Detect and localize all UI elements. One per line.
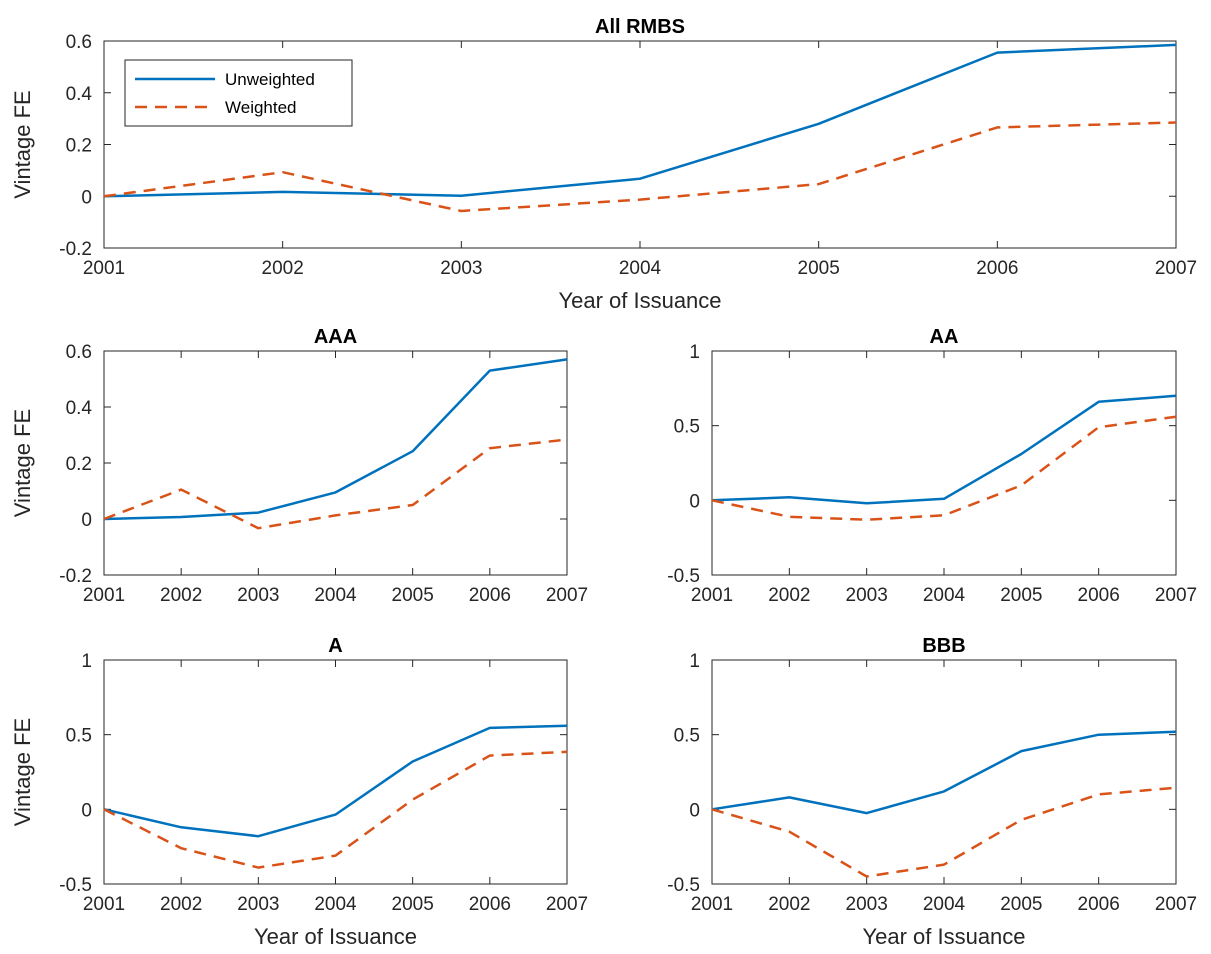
series-line-unweighted: [103, 358, 568, 521]
x-tick-label: 2005: [1000, 894, 1042, 915]
chart-title: BBB: [922, 635, 965, 657]
series-line-weighted: [711, 786, 1177, 878]
y-tick-label: 0.5: [674, 726, 700, 747]
x-axis-label: Year of Issuance: [862, 924, 1025, 949]
y-tick-label: -0.5: [667, 566, 700, 587]
x-tick-label: 2003: [237, 894, 279, 915]
x-tick-label: 2006: [469, 894, 511, 915]
x-tick-label: 2002: [160, 585, 202, 606]
x-tick-label: 2004: [923, 894, 966, 915]
axes-box: [711, 659, 1177, 885]
x-tick-label: 2003: [846, 585, 888, 606]
x-tick-label: 2007: [1155, 585, 1197, 606]
y-tick-label: -0.2: [59, 566, 92, 587]
y-tick-label: 0: [81, 187, 92, 208]
y-axis-label: Vintage FE: [10, 409, 35, 517]
legend-box: [124, 59, 353, 127]
plot-aaa: 2001 2002 2003 2004 2005 2006 2007 -0.2 0 0.2 0.4 0…: [10, 326, 588, 606]
chart-title: AA: [930, 326, 959, 348]
x-tick-label: 2003: [440, 258, 482, 279]
x-tick-label: 2002: [262, 258, 304, 279]
x-tick-label: 2004: [314, 585, 357, 606]
y-tick-label: -0.2: [59, 239, 92, 260]
axes-box: [103, 350, 568, 576]
legend: Unweighted Weighted: [124, 59, 353, 127]
plot-all-rmbs: 2001 2002 2003 2004 2005 2006 2007 -0.2 0 0.2 0.4 0…: [10, 16, 1197, 313]
x-tick-label: 2002: [768, 585, 810, 606]
series-line-weighted: [103, 438, 568, 530]
y-tick-label: 0.4: [66, 84, 93, 105]
series-line-unweighted: [711, 394, 1177, 505]
x-tick-label: 2007: [546, 894, 588, 915]
chart-title: A: [328, 635, 342, 657]
axes-box: [103, 659, 568, 885]
x-tick-label: 2007: [546, 585, 588, 606]
series-line-unweighted: [103, 43, 1177, 198]
chart-title: All RMBS: [595, 16, 685, 38]
y-tick-label: 0.6: [66, 32, 92, 53]
y-tick-label: 1: [81, 651, 92, 672]
series-line-weighted: [103, 121, 1177, 213]
x-tick-label: 2001: [83, 258, 125, 279]
y-tick-label: 0.5: [674, 417, 700, 438]
x-tick-label: 2006: [1078, 894, 1120, 915]
x-tick-label: 2005: [392, 585, 434, 606]
x-tick-label: 2002: [160, 894, 202, 915]
x-axis-label: Year of Issuance: [558, 288, 721, 313]
y-tick-label: 0.6: [66, 342, 92, 363]
y-tick-label: 0: [81, 510, 92, 531]
series-line-unweighted: [711, 730, 1177, 815]
y-tick-label: 0.2: [66, 136, 92, 157]
plot-a: 2001 2002 2003 2004 2005 2006 2007 -0.5 0 0.5 1 A Ye…: [10, 635, 588, 949]
x-tick-label: 2001: [691, 894, 733, 915]
y-tick-label: 0: [81, 800, 92, 821]
axes-box: [711, 350, 1177, 576]
x-axis-label: Year of Issuance: [254, 924, 417, 949]
x-tick-label: 2004: [923, 585, 966, 606]
x-tick-label: 2004: [619, 258, 662, 279]
x-tick-label: 2002: [768, 894, 810, 915]
x-tick-label: 2007: [1155, 894, 1197, 915]
y-tick-label: 1: [689, 342, 700, 363]
x-tick-label: 2001: [83, 894, 125, 915]
series-line-weighted: [711, 415, 1177, 521]
y-tick-label: 0.2: [66, 454, 92, 475]
x-tick-label: 2001: [691, 585, 733, 606]
y-tick-label: 0: [689, 491, 700, 512]
x-tick-label: 2006: [1078, 585, 1120, 606]
series-line-weighted: [103, 750, 568, 869]
legend-label-weighted: Weighted: [225, 98, 297, 117]
chart-title: AAA: [314, 326, 357, 348]
plot-bbb: 2001 2002 2003 2004 2005 2006 2007 -0.5 0 0.5 1 BBB…: [667, 635, 1197, 949]
x-tick-label: 2004: [314, 894, 357, 915]
x-tick-label: 2006: [976, 258, 1018, 279]
x-tick-label: 2003: [237, 585, 279, 606]
x-tick-label: 2006: [469, 585, 511, 606]
legend-label-unweighted: Unweighted: [225, 70, 315, 89]
y-tick-label: -0.5: [667, 875, 700, 896]
plot-aa: 2001 2002 2003 2004 2005 2006 2007 -0.5 0 0.5 1 AA: [667, 326, 1197, 606]
x-tick-label: 2003: [846, 894, 888, 915]
y-tick-label: 0.5: [66, 726, 92, 747]
x-tick-label: 2007: [1155, 258, 1197, 279]
x-tick-label: 2005: [1000, 585, 1042, 606]
y-axis-label: Vintage FE: [10, 718, 35, 826]
y-tick-label: 0: [689, 800, 700, 821]
y-tick-label: -0.5: [59, 875, 92, 896]
x-tick-label: 2001: [83, 585, 125, 606]
x-tick-label: 2005: [392, 894, 434, 915]
y-tick-label: 1: [689, 651, 700, 672]
y-axis-label: Vintage FE: [10, 90, 35, 198]
series-line-unweighted: [103, 724, 568, 838]
y-tick-label: 0.4: [66, 398, 93, 419]
x-tick-label: 2005: [798, 258, 840, 279]
